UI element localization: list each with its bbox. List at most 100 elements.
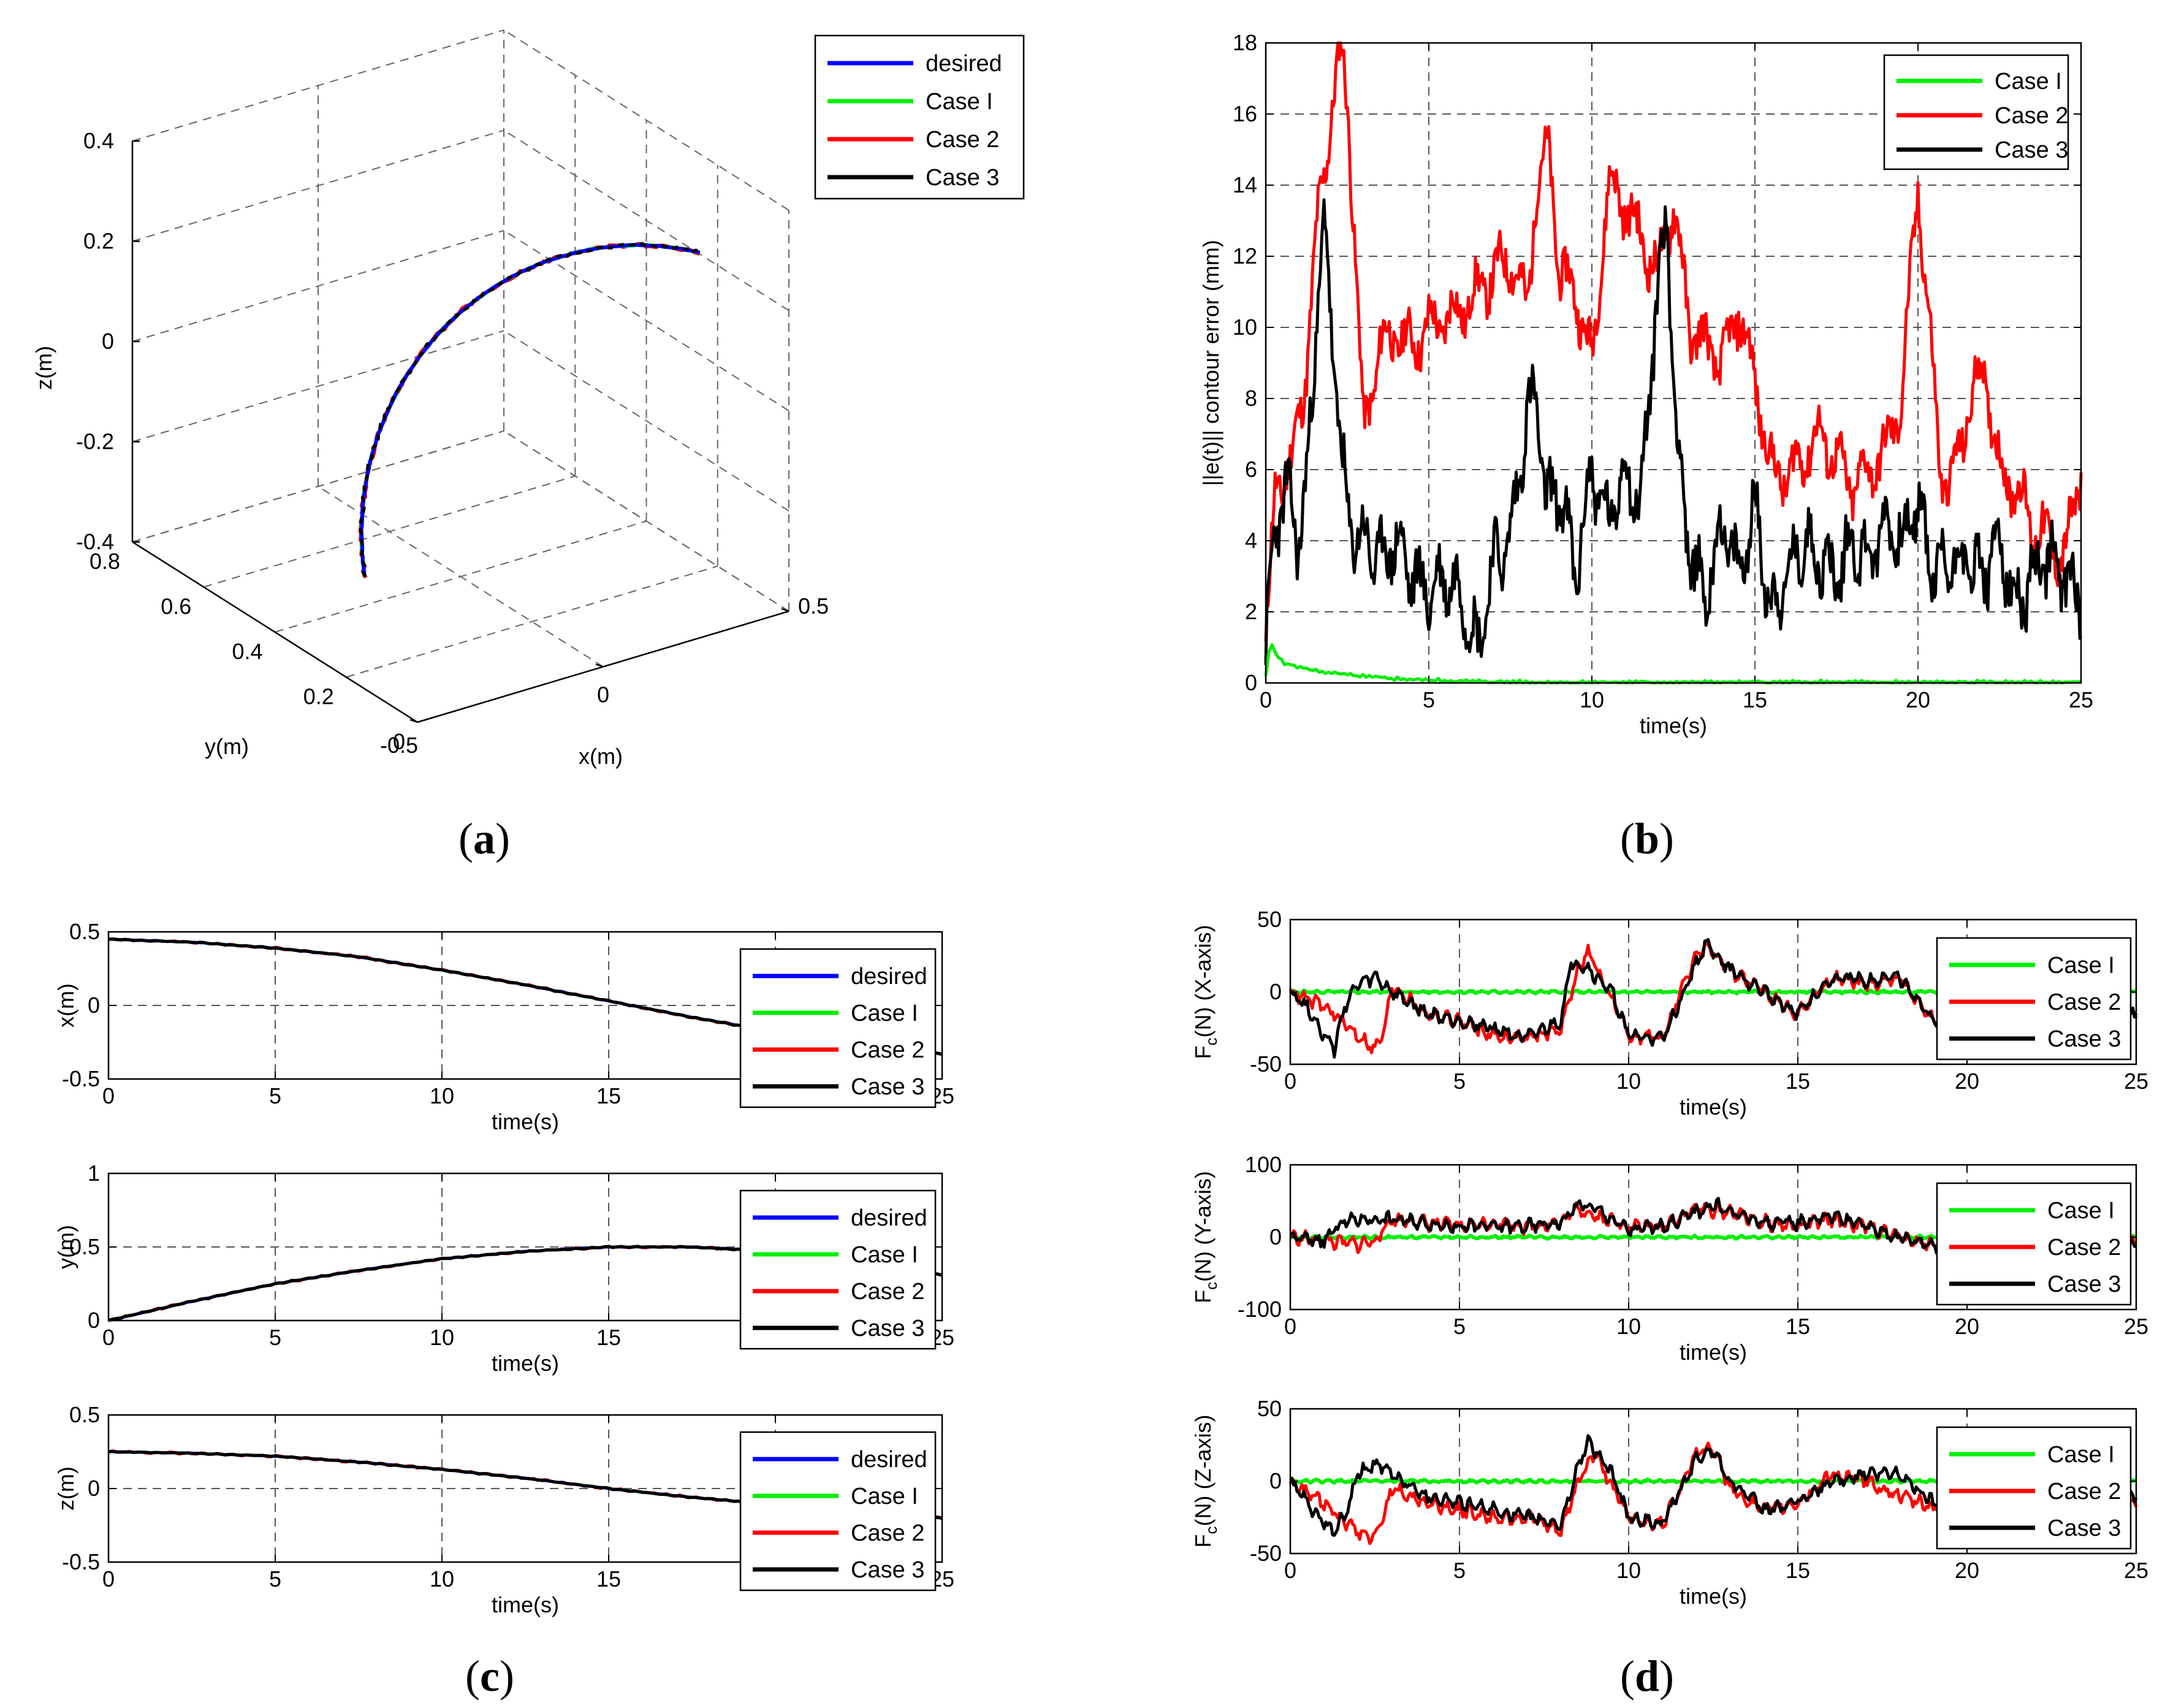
panel-c-sub1-legend-label-desired: desired (851, 964, 927, 989)
panel-d-sub3-xtick-label: 15 (1786, 1558, 1810, 1583)
panel-d-sub2-xtick-label: 0 (1284, 1314, 1296, 1339)
panel-b-xtick-label: 10 (1580, 687, 1604, 712)
panel-d-sub3-ylabel: Fc(N) (Z-axis) (1190, 1415, 1220, 1548)
panel-d-sub2-xtick-label: 10 (1616, 1314, 1641, 1339)
panel-c-sub2-xtick-label: 10 (430, 1325, 454, 1350)
trajectory3d-case3 (359, 242, 699, 578)
panel-b-ytick-label: 12 (1233, 243, 1257, 269)
panel-d-sub3-legend-label-case2: Case 2 (2047, 1479, 2121, 1504)
panel-c-sub2-legend-label-desired: desired (851, 1205, 927, 1231)
axis3d-y (132, 541, 418, 723)
panel-c-sub3-ytick-label: -0.5 (62, 1549, 100, 1574)
panel-c-sub3-legend-label-desired: desired (851, 1447, 927, 1473)
panel-d-sub1-xtick-label: 5 (1453, 1069, 1466, 1094)
panel-b-line-case3 (1264, 198, 2083, 665)
panel-d-sub1-ytick-label: 50 (1257, 907, 1282, 932)
grid3d-backwall-z (132, 330, 504, 443)
panel-c-sub1-ytick-label: 0 (88, 993, 100, 1018)
panel-b-legend-label-case2: Case 2 (1995, 103, 2068, 129)
panel-c-sub3-legend-label-case3: Case 3 (851, 1557, 924, 1583)
axis3d-y-tick-label: 0.4 (232, 639, 262, 664)
axis3d-y-tick-label: 0 (393, 729, 405, 754)
grid3d-sidewall-z (503, 430, 790, 612)
panel-c-sub3-ytick-label: 0 (88, 1476, 100, 1501)
axis3d-z-tick-label: -0.4 (76, 529, 114, 554)
panel-d-sub3-ytick-label: 50 (1257, 1396, 1282, 1421)
panel-d-sub3-xtick-label: 0 (1284, 1558, 1296, 1583)
grid3d-sidewall-z (503, 129, 790, 311)
panel-c-sub2-legend-label-case2: Case 2 (851, 1279, 924, 1305)
panel-a-3d-trajectory: -0.500.500.20.40.60.8-0.4-0.200.20.4x(m)… (31, 29, 1025, 769)
panel-d-sub3-ytick-label: -50 (1250, 1541, 1282, 1566)
panel-b-xlabel: time(s) (1640, 713, 1707, 738)
grid3d-backwall-z (132, 129, 504, 242)
panel-c-sub2-xtick-label: 5 (269, 1325, 281, 1350)
panel-b-xtick-label: 20 (1906, 687, 1930, 712)
grid3d-sidewall-z (503, 29, 790, 211)
panel-d-sub2-ytick-label: -100 (1238, 1297, 1282, 1322)
panel-b-contour-error: 0 5 10 15 20 25 0 2 4 6 8 10 12 14 16 18 time(s) ||e(t)||… (1198, 30, 2093, 738)
panel-b-xtick-label: 15 (1743, 687, 1767, 712)
axis3d-z-tick-label: 0.2 (83, 229, 114, 254)
panel-d-sub1-xtick-label: 0 (1284, 1069, 1296, 1094)
panel-d-sub1-ylabel-sub: c (1202, 1037, 1220, 1045)
panel-c-sub2-legend-label-case1: Case I (851, 1242, 918, 1268)
panel-d-sub1-xtick-label: 25 (2124, 1069, 2148, 1094)
axis3d-x-tick-label: 0.5 (798, 593, 829, 619)
panel-d-sub2-xtick-label: 25 (2124, 1314, 2148, 1339)
panel-c-sub3-xtick-label: 10 (430, 1566, 454, 1592)
axis3d-x-tick (595, 663, 604, 668)
grid3d-backwall-z (132, 29, 504, 142)
panel-c-sub1-xtick-label: 10 (430, 1083, 454, 1108)
panel-d-sub1-ylabel-f: F (1190, 1045, 1216, 1059)
panel-d-sub3-xlabel: time(s) (1680, 1584, 1747, 1609)
axis3d-x-tick-label: 0 (597, 682, 609, 707)
panel-d-sub2-ylabel-f: F (1190, 1290, 1216, 1303)
panel-c-sub1-xtick-label: 0 (102, 1083, 115, 1108)
grid3d-floor-y (275, 520, 647, 633)
panel-c-sub1-xtick-label: 5 (269, 1083, 281, 1108)
panel-d-sub1-ylabel-rest: (N) (X-axis) (1190, 925, 1216, 1038)
panel-c-sub3-legend-label-case2: Case 2 (851, 1520, 924, 1546)
panel-d-sub2-ytick-label: 100 (1245, 1152, 1282, 1177)
axis3d-x-tick (781, 608, 790, 612)
panel-label-d: (d) (1620, 1652, 1674, 1701)
panel-d-sub2-legend-label-case2: Case 2 (2047, 1235, 2121, 1260)
panel-d-sub3-ylabel-sub: c (1202, 1526, 1220, 1534)
axis3d-z-tick-label: -0.2 (76, 429, 114, 454)
panel-c-sub1-ytick-label: -0.5 (62, 1066, 100, 1091)
panel-c-sub1-legend-label-case2: Case 2 (851, 1037, 924, 1063)
panel-c-sub2-ytick-label: 0.5 (69, 1234, 100, 1259)
panel-c-sub2-xtick-label: 15 (596, 1325, 621, 1350)
panel-a-legend-label-case3: Case 3 (926, 165, 999, 191)
panel-b-ytick-label: 14 (1233, 172, 1257, 197)
panel-d-sub2-legend-label-case3: Case 3 (2047, 1271, 2121, 1297)
panel-c-sub1-legend-label-case1: Case I (851, 1001, 918, 1026)
panel-d-sub1-legend-label-case3: Case 3 (2047, 1026, 2121, 1052)
panel-c-sub1-ytick-label: 0.5 (69, 919, 100, 944)
axis3d-ylabel: y(m) (205, 734, 249, 759)
grid3d-floor-y (203, 475, 576, 588)
panel-label-a: (a) (458, 814, 510, 863)
panel-b-ytick-label: 6 (1245, 457, 1257, 482)
panel-b-ytick-label: 18 (1233, 30, 1257, 55)
panel-d-sub1-xtick-label: 15 (1786, 1069, 1810, 1094)
panel-b-ytick-label: 10 (1233, 315, 1257, 340)
panel-c-sub3-legend-label-case1: Case I (851, 1484, 918, 1509)
panel-d-sub3-legend-label-case1: Case I (2047, 1442, 2115, 1468)
panel-b-xtick-label: 25 (2069, 687, 2093, 712)
panel-d-sub2-ytick-label: 0 (1269, 1224, 1282, 1249)
panel-d-sub2-ylabel-sub: c (1202, 1282, 1220, 1290)
panel-d-sub1-ytick-label: 0 (1269, 979, 1282, 1004)
axis3d-y-tick-label: 0.6 (161, 594, 191, 619)
panel-c-sub2-xtick-label: 0 (102, 1325, 115, 1350)
grid3d-sidewall-z (503, 330, 790, 512)
panel-d-sub1-ylabel: Fc(N) (X-axis) (1190, 925, 1220, 1059)
panel-d-sub3-xtick-label: 20 (1955, 1558, 1979, 1583)
trajectory3d-case1 (359, 243, 701, 577)
panel-b-legend-label-case3: Case 3 (1995, 137, 2068, 163)
panel-d-sub2-xlabel: time(s) (1680, 1340, 1747, 1365)
panel-c-sub2-ytick-label: 1 (88, 1161, 100, 1186)
